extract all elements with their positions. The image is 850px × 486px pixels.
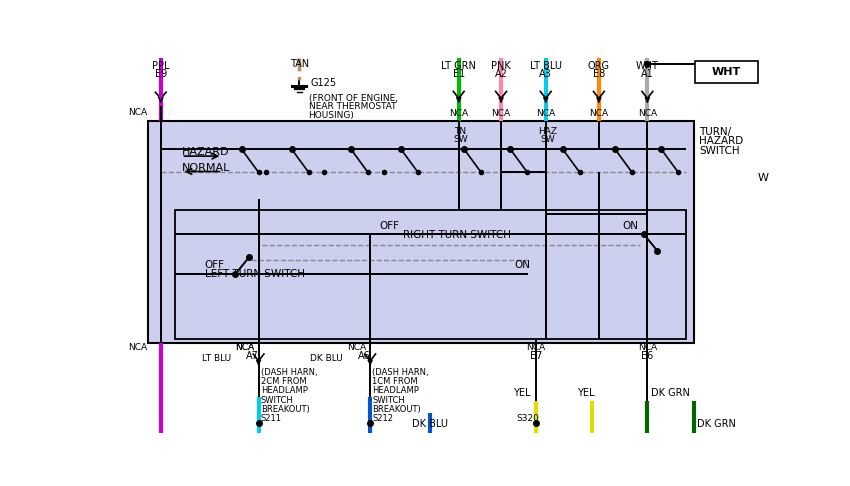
Text: HEADLAMP: HEADLAMP xyxy=(261,386,308,396)
Text: E8: E8 xyxy=(592,69,605,80)
Text: NEAR THERMOSTAT: NEAR THERMOSTAT xyxy=(309,103,396,111)
Text: NCA: NCA xyxy=(235,343,255,351)
Text: (DASH HARN,: (DASH HARN, xyxy=(261,368,317,377)
Text: NCA: NCA xyxy=(128,108,147,117)
Text: E9: E9 xyxy=(155,69,167,80)
Text: S320: S320 xyxy=(517,414,540,423)
Text: SW: SW xyxy=(540,135,554,144)
Bar xyxy=(695,61,758,83)
Text: YEL: YEL xyxy=(576,388,594,398)
Text: NCA: NCA xyxy=(449,109,468,118)
Text: OFF: OFF xyxy=(379,221,400,231)
Text: NCA: NCA xyxy=(347,343,366,351)
Text: BREAKOUT): BREAKOUT) xyxy=(372,405,422,414)
Text: NCA: NCA xyxy=(128,343,147,352)
Text: E7: E7 xyxy=(530,351,542,361)
Text: NCA: NCA xyxy=(589,109,609,118)
Text: E1: E1 xyxy=(452,69,465,80)
Text: A7: A7 xyxy=(246,350,258,361)
Text: (DASH HARN,: (DASH HARN, xyxy=(372,368,429,377)
Text: SWITCH: SWITCH xyxy=(699,146,740,156)
Text: YEL: YEL xyxy=(513,388,530,398)
Text: HAZARD: HAZARD xyxy=(182,147,230,157)
Text: E6: E6 xyxy=(641,351,654,361)
Text: RIGHT TURN SWITCH: RIGHT TURN SWITCH xyxy=(403,230,511,241)
Text: NCA: NCA xyxy=(638,109,657,118)
Text: NCA: NCA xyxy=(526,343,546,352)
Text: G125: G125 xyxy=(310,78,337,88)
Text: SWITCH: SWITCH xyxy=(261,396,293,405)
Text: TURN/: TURN/ xyxy=(699,127,731,137)
Text: WHT: WHT xyxy=(712,67,741,77)
Text: 1CM FROM: 1CM FROM xyxy=(372,377,418,386)
Text: LT BLU: LT BLU xyxy=(202,354,231,363)
Text: A2: A2 xyxy=(495,69,507,80)
Text: PPL: PPL xyxy=(152,61,169,71)
Text: ON: ON xyxy=(514,260,530,270)
Text: LEFT TURN SWITCH: LEFT TURN SWITCH xyxy=(205,269,304,279)
Text: HOUSING): HOUSING) xyxy=(309,111,354,120)
Text: NORMAL: NORMAL xyxy=(182,163,230,173)
Text: S211: S211 xyxy=(261,414,282,423)
Text: W: W xyxy=(757,173,768,183)
Text: ORG: ORG xyxy=(588,61,609,71)
Text: A6: A6 xyxy=(357,350,370,361)
Text: BREAKOUT): BREAKOUT) xyxy=(261,405,309,414)
Text: DK GRN: DK GRN xyxy=(697,419,736,429)
Text: TN: TN xyxy=(454,127,467,136)
Text: NCA: NCA xyxy=(235,343,255,352)
Text: LT GRN: LT GRN xyxy=(441,61,476,71)
Text: PNK: PNK xyxy=(491,61,511,71)
Text: OFF: OFF xyxy=(205,260,224,270)
Text: NCA: NCA xyxy=(638,343,657,352)
Text: LT BLU: LT BLU xyxy=(530,61,562,71)
Text: HAZ: HAZ xyxy=(538,127,557,136)
Text: HAZARD: HAZARD xyxy=(699,137,743,146)
Text: DK BLU: DK BLU xyxy=(412,419,448,429)
Text: NCA: NCA xyxy=(536,109,555,118)
Text: DK BLU: DK BLU xyxy=(310,354,343,363)
Text: NCA: NCA xyxy=(491,109,511,118)
Text: TAN: TAN xyxy=(290,59,309,69)
Text: S212: S212 xyxy=(372,414,394,423)
Text: WHT: WHT xyxy=(636,61,659,71)
Bar xyxy=(174,210,686,339)
Text: A1: A1 xyxy=(641,69,654,80)
Text: SWITCH: SWITCH xyxy=(372,396,405,405)
Text: 2CM FROM: 2CM FROM xyxy=(261,377,307,386)
Text: HEADLAMP: HEADLAMP xyxy=(372,386,419,396)
Text: ON: ON xyxy=(622,221,638,231)
Text: A3: A3 xyxy=(540,69,552,80)
Text: (FRONT OF ENGINE,: (FRONT OF ENGINE, xyxy=(309,94,398,103)
Bar xyxy=(149,122,694,343)
Text: SW: SW xyxy=(453,135,468,144)
Text: DK GRN: DK GRN xyxy=(651,388,690,398)
